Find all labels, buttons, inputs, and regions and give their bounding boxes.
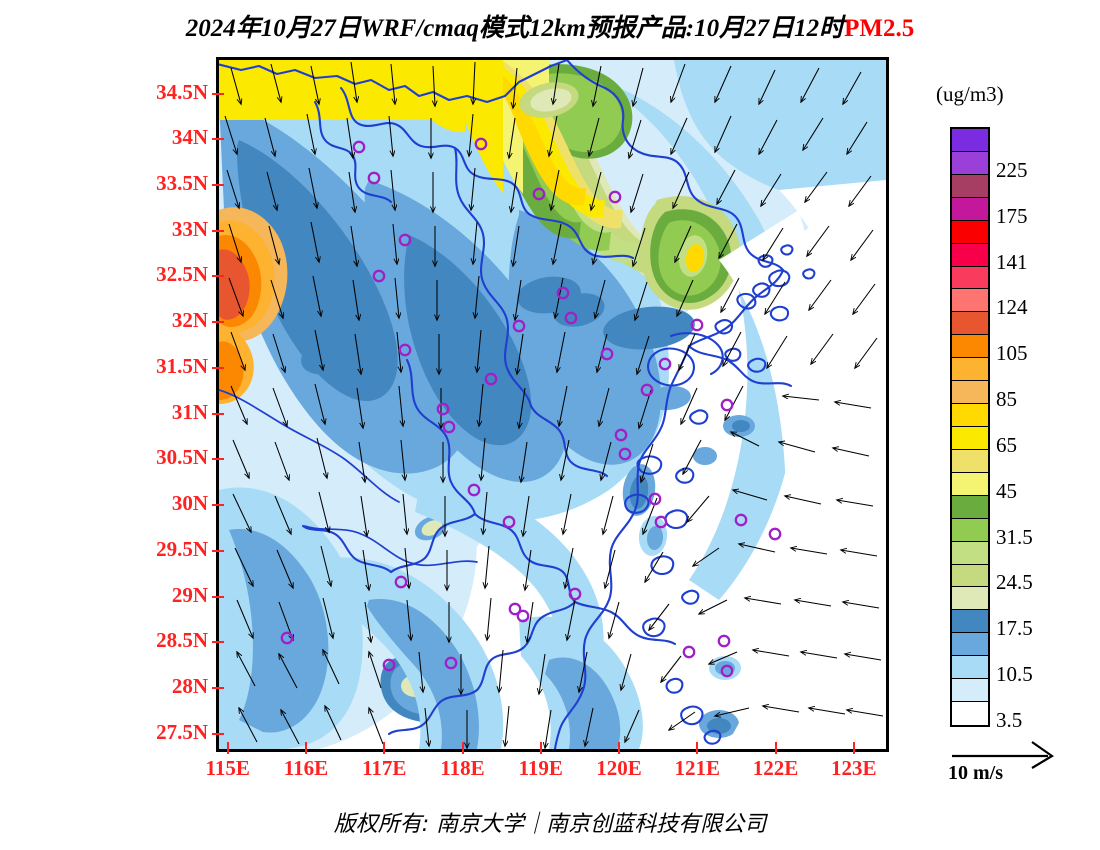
lat-tick-mark — [212, 412, 224, 415]
lon-tick-mark — [539, 742, 542, 754]
lat-tick-mark — [212, 732, 224, 735]
colorbar-segment — [952, 426, 988, 450]
lat-tick-label: 31N — [171, 399, 208, 424]
lat-tick-mark — [212, 275, 224, 278]
lon-tick-label: 116E — [283, 756, 329, 780]
colorbar-tick-label: 141 — [996, 249, 1028, 274]
lon-tick-label: 122E — [752, 756, 799, 780]
title-main: 2024年10月27日WRF/cmaq模式12km预报产品:10月27日12时 — [185, 15, 845, 42]
colorbar-segment — [952, 129, 988, 152]
colorbar-segment — [952, 518, 988, 542]
lat-tick-label: 29N — [171, 582, 208, 607]
lat-tick-label: 29.5N — [156, 536, 208, 561]
colorbar[interactable] — [950, 127, 990, 727]
lat-tick-label: 30N — [171, 491, 208, 516]
lat-tick-label: 32.5N — [156, 262, 208, 287]
lat-tick-mark — [212, 504, 224, 507]
lat-tick-mark — [212, 549, 224, 552]
page-title: 2024年10月27日WRF/cmaq模式12km预报产品:10月27日12时P… — [0, 8, 1100, 44]
lat-tick-label: 32N — [171, 308, 208, 333]
lon-tick-label: 117E — [362, 756, 407, 780]
colorbar-segment — [952, 220, 988, 244]
colorbar-segment — [952, 656, 988, 680]
colorbar-segment — [952, 174, 988, 198]
colorbar-segment — [952, 564, 988, 588]
colorbar-tick-label: 10.5 — [996, 662, 1033, 687]
colorbar-segment — [952, 243, 988, 267]
colorbar-segment — [952, 381, 988, 405]
lat-tick-label: 30.5N — [156, 445, 208, 470]
lat-tick-mark — [212, 229, 224, 232]
lon-tick-label: 123E — [831, 756, 877, 780]
lon-tick-mark — [383, 742, 386, 754]
title-species: PM2.5 — [844, 15, 915, 42]
lon-tick-label: 119E — [518, 756, 563, 780]
lat-tick-label: 28.5N — [156, 628, 208, 653]
lon-tick-label: 118E — [440, 756, 485, 780]
lat-tick-mark — [212, 184, 224, 187]
colorbar-segment — [952, 702, 988, 725]
lon-tick-mark — [852, 742, 855, 754]
lat-tick-label: 34N — [171, 125, 208, 150]
map-canvas — [219, 60, 886, 749]
colorbar-segment — [952, 266, 988, 290]
lat-tick-label: 27.5N — [156, 719, 208, 744]
lon-tick-mark — [461, 742, 464, 754]
lat-tick-mark — [212, 321, 224, 324]
lon-tick-mark — [226, 742, 229, 754]
lon-tick-label: 120E — [596, 756, 642, 780]
lat-tick-mark — [212, 366, 224, 369]
colorbar-segment — [952, 335, 988, 359]
lon-tick-mark — [618, 742, 621, 754]
colorbar-segment — [952, 633, 988, 657]
colorbar-segment — [952, 472, 988, 496]
lat-tick-mark — [212, 92, 224, 95]
colorbar-segment — [952, 610, 988, 634]
colorbar-tick-label: 105 — [996, 341, 1028, 366]
colorbar-segment — [952, 312, 988, 336]
colorbar-tick-label: 65 — [996, 432, 1017, 457]
colorbar-segment — [952, 197, 988, 221]
lat-tick-label: 34.5N — [156, 79, 208, 104]
lon-tick-mark — [304, 742, 307, 754]
lat-tick-label: 31.5N — [156, 353, 208, 378]
colorbar-segment — [952, 404, 988, 427]
colorbar-tick-label: 175 — [996, 203, 1028, 228]
colorbar-tick-label: 31.5 — [996, 524, 1033, 549]
lon-tick-label: 121E — [674, 756, 721, 780]
colorbar-tick-label: 24.5 — [996, 570, 1033, 595]
colorbar-segment — [952, 358, 988, 382]
lat-tick-mark — [212, 138, 224, 141]
wind-scale-label: 10 m/s — [948, 762, 1003, 784]
copyright-footer: 版权所有: 南京大学｜南京创蓝科技有限公司 — [333, 812, 767, 837]
lat-tick-label: 28N — [171, 673, 208, 698]
colorbar-segment — [952, 151, 988, 175]
wind-scale-arrow-icon — [952, 741, 1055, 769]
lat-tick-label: 33.5N — [156, 171, 208, 196]
forecast-map[interactable] — [216, 57, 889, 752]
colorbar-tick-label: 85 — [996, 387, 1017, 412]
colorbar-tick-label: 45 — [996, 478, 1017, 503]
colorbar-segment — [952, 587, 988, 611]
colorbar-tick-label: 225 — [996, 157, 1028, 182]
colorbar-segment — [952, 289, 988, 313]
lat-tick-label: 33N — [171, 216, 208, 241]
lon-tick-label: 115E — [205, 756, 250, 780]
colorbar-unit: (ug/m3) — [936, 82, 1004, 106]
colorbar-tick-label: 3.5 — [996, 708, 1023, 732]
lat-tick-mark — [212, 458, 224, 461]
lon-tick-mark — [774, 742, 777, 754]
lon-tick-mark — [696, 742, 699, 754]
lat-tick-mark — [212, 641, 224, 644]
colorbar-segment — [952, 541, 988, 565]
lat-tick-mark — [212, 595, 224, 598]
colorbar-tick-label: 124 — [996, 295, 1028, 320]
colorbar-segment — [952, 495, 988, 519]
lat-tick-mark — [212, 686, 224, 689]
colorbar-tick-label: 17.5 — [996, 616, 1033, 641]
colorbar-segment — [952, 679, 988, 703]
colorbar-segment — [952, 449, 988, 473]
